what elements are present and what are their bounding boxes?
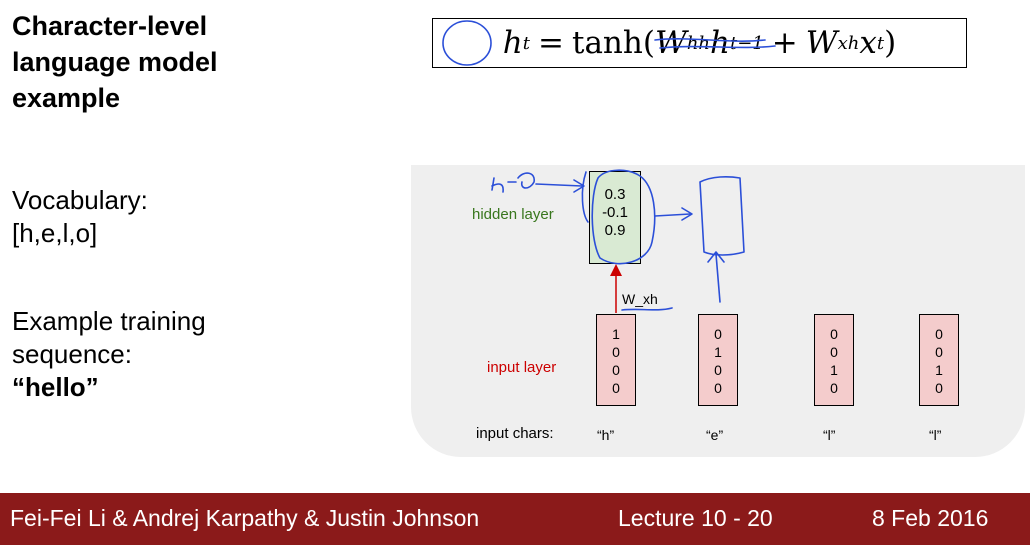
input-chars-label: input chars:: [476, 425, 554, 442]
input-char: “e”: [706, 427, 724, 443]
input-value: 1: [830, 362, 838, 378]
input-value: 0: [714, 362, 722, 378]
formula-equals: =: [538, 25, 564, 61]
formula-tanh: tanh(: [571, 25, 655, 61]
hidden-layer-box: 0.3 -0.1 0.9: [589, 171, 641, 264]
example-label-line1: Example training: [12, 306, 206, 336]
input-char: “h”: [597, 427, 615, 443]
input-value: 0: [935, 344, 943, 360]
input-value: 0: [612, 362, 620, 378]
input-box-e: 0 1 0 0: [698, 314, 738, 406]
formula-w2-sub: xh: [837, 32, 860, 54]
input-char: “l”: [823, 427, 836, 443]
vocabulary-label: Vocabulary:: [12, 185, 148, 215]
formula-hprev-sub: t−1: [729, 32, 764, 54]
ink-oval-hidden: [591, 169, 656, 265]
input-value: 1: [714, 344, 722, 360]
input-box-l1: 0 0 1 0: [814, 314, 854, 406]
ink-next-arrow-head: [681, 207, 693, 221]
ink-hprev-arrow-head: [573, 179, 585, 193]
ink-e-up-head: [707, 251, 725, 263]
hidden-value: -0.1: [602, 204, 628, 221]
input-value: 0: [830, 380, 838, 396]
slide-title: Character-level language model example: [12, 11, 218, 113]
formula-close: ): [884, 25, 897, 61]
input-value: 0: [935, 380, 943, 396]
ink-hprev-arrow-line: [535, 183, 583, 187]
example-value: “hello”: [12, 372, 99, 402]
formula-hprev: h: [710, 25, 730, 61]
ink-strike-1: [654, 38, 766, 42]
input-value: 1: [935, 362, 943, 378]
ink-bracket: [581, 171, 589, 223]
input-vector: 0 1 0 0: [699, 325, 737, 397]
formula-plus: +: [771, 25, 798, 61]
formula-w1: W: [654, 25, 687, 61]
input-value: 0: [714, 326, 722, 342]
ink-underline-wxh: [621, 307, 673, 311]
formula-x-sub: t: [876, 32, 885, 54]
input-layer-label: input layer: [487, 359, 557, 376]
input-value: 0: [714, 380, 722, 396]
hidden-value: 0.3: [604, 186, 626, 203]
formula-lhs: h: [502, 25, 523, 61]
ink-e-up-line: [715, 253, 721, 303]
input-value: 0: [830, 344, 838, 360]
input-box-h: 1 0 0 0: [596, 314, 636, 406]
ink-strike-2: [659, 45, 776, 49]
input-char: “l”: [929, 427, 942, 443]
footer-date: 8 Feb 2016: [872, 505, 989, 531]
input-vector: 0 0 1 0: [920, 325, 958, 397]
vocabulary-value: [h,e,l,o]: [12, 218, 98, 248]
input-value: 1: [612, 326, 620, 342]
formula-w1-sub: hh: [686, 32, 711, 54]
example-block: Example training sequence: “hello”: [12, 305, 206, 404]
footer-lecture: Lecture 10 - 20: [618, 505, 773, 531]
formula-lhs-sub: t: [522, 32, 530, 54]
input-vector: 1 0 0 0: [597, 325, 635, 397]
vocabulary-block: Vocabulary: [h,e,l,o]: [12, 184, 148, 250]
input-value: 0: [935, 326, 943, 342]
input-value: 0: [830, 326, 838, 342]
slide-footer: Fei-Fei Li & Andrej Karpathy & Justin Jo…: [0, 493, 1030, 545]
ink-next-arrow-line: [654, 213, 691, 217]
hidden-layer-label: hidden layer: [472, 206, 554, 223]
ink-hprev-scribble: [491, 172, 535, 193]
formula-x: x: [859, 25, 877, 61]
hidden-value: 0.9: [604, 222, 626, 239]
formula-w2: W: [805, 25, 838, 61]
ink-circle-ht: [442, 20, 492, 66]
weight-label: W_xh: [622, 291, 658, 307]
input-value: 0: [612, 380, 620, 396]
input-box-l2: 0 0 1 0: [919, 314, 959, 406]
input-value: 0: [612, 344, 620, 360]
example-label-line2: sequence:: [12, 339, 132, 369]
rnn-diagram-panel: [411, 165, 1025, 457]
input-vector: 0 0 1 0: [815, 325, 853, 397]
hidden-values: 0.3 -0.1 0.9: [590, 186, 640, 240]
footer-authors: Fei-Fei Li & Andrej Karpathy & Justin Jo…: [10, 505, 480, 531]
ink-next-hidden-box: [699, 176, 745, 256]
